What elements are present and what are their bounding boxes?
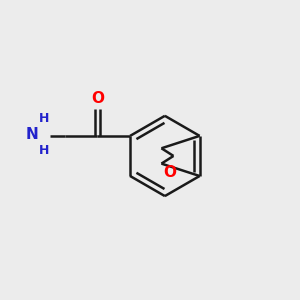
Text: O: O: [163, 165, 176, 180]
Text: H: H: [39, 112, 49, 124]
Text: N: N: [26, 127, 39, 142]
Text: O: O: [91, 91, 104, 106]
Text: H: H: [39, 144, 49, 157]
